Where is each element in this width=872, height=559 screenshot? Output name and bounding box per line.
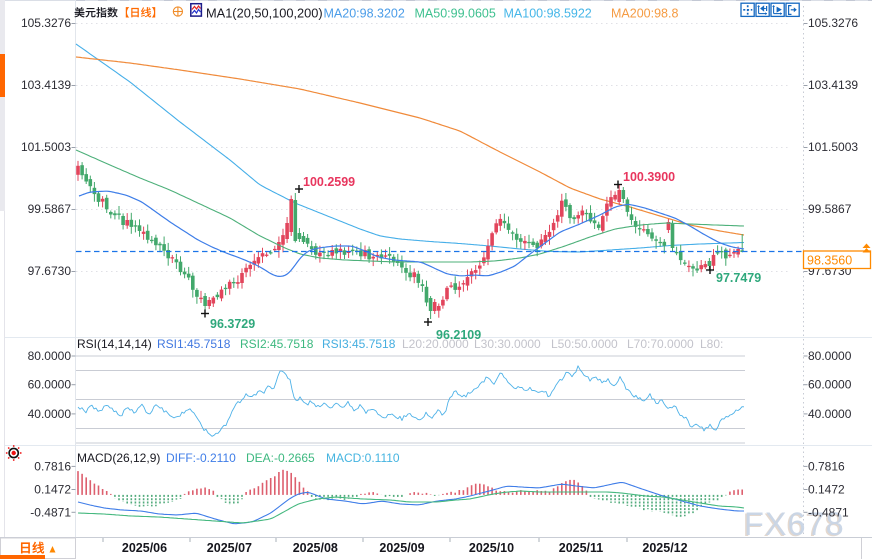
svg-text:2025/06: 2025/06: [122, 541, 167, 555]
svg-text:MA100:98.5922: MA100:98.5922: [504, 7, 592, 21]
svg-text:80.0000: 80.0000: [28, 349, 72, 363]
svg-text:-0.4871: -0.4871: [30, 505, 71, 519]
svg-text:2025/07: 2025/07: [207, 541, 252, 555]
svg-text:100.3900: 100.3900: [623, 170, 675, 184]
svg-text:L80:: L80:: [700, 337, 723, 351]
svg-text:98.3560: 98.3560: [807, 254, 852, 268]
svg-text:L30:30.0000: L30:30.0000: [474, 337, 541, 351]
svg-text:0.7816: 0.7816: [808, 459, 845, 473]
svg-text:103.4139: 103.4139: [808, 78, 858, 92]
svg-text:2025/12: 2025/12: [642, 541, 687, 555]
svg-text:RSI1:45.7518: RSI1:45.7518: [157, 337, 231, 351]
svg-text:MA200:98.8: MA200:98.8: [611, 7, 678, 21]
svg-text:97.7479: 97.7479: [716, 271, 761, 285]
svg-text:2025/10: 2025/10: [469, 541, 514, 555]
svg-text:L70:70.0000: L70:70.0000: [627, 337, 694, 351]
svg-text:FX678: FX678: [744, 506, 845, 542]
svg-text:0.1472: 0.1472: [808, 483, 845, 497]
svg-text:99.5867: 99.5867: [28, 202, 72, 216]
svg-text:0.7816: 0.7816: [34, 459, 71, 473]
svg-text:99.5867: 99.5867: [808, 202, 852, 216]
svg-text:2025/08: 2025/08: [293, 541, 338, 555]
svg-text:96.2109: 96.2109: [436, 328, 481, 342]
svg-text:MA1(20,50,100,200): MA1(20,50,100,200): [206, 6, 323, 21]
svg-text:2025/09: 2025/09: [379, 541, 424, 555]
svg-text:60.0000: 60.0000: [808, 378, 852, 392]
svg-text:103.4139: 103.4139: [21, 78, 71, 92]
svg-text:MACD:0.1110: MACD:0.1110: [326, 451, 400, 465]
svg-text:L20:20.0000: L20:20.0000: [402, 337, 469, 351]
svg-text:DEA:-0.2665: DEA:-0.2665: [246, 451, 315, 465]
svg-text:RSI(14,14,14): RSI(14,14,14): [77, 337, 152, 351]
svg-text:MA20:98.3202: MA20:98.3202: [324, 7, 405, 21]
svg-text:2025/11: 2025/11: [559, 541, 604, 555]
svg-text:RSI3:45.7518: RSI3:45.7518: [322, 337, 396, 351]
svg-text:RSI2:45.7518: RSI2:45.7518: [240, 337, 314, 351]
svg-text:DIFF:-0.2110: DIFF:-0.2110: [166, 451, 236, 465]
svg-text:80.0000: 80.0000: [808, 349, 852, 363]
svg-text:101.5003: 101.5003: [21, 140, 71, 154]
svg-text:100.2599: 100.2599: [303, 175, 355, 189]
svg-text:MACD(26,12,9): MACD(26,12,9): [77, 451, 160, 465]
svg-text:105.3276: 105.3276: [808, 16, 858, 30]
svg-text:-0.4871: -0.4871: [808, 505, 849, 519]
svg-text:105.3276: 105.3276: [21, 16, 71, 30]
svg-text:60.0000: 60.0000: [28, 378, 72, 392]
svg-text:97.6730: 97.6730: [28, 264, 72, 278]
svg-text:40.0000: 40.0000: [28, 407, 72, 421]
svg-text:101.5003: 101.5003: [808, 140, 858, 154]
svg-text:0.1472: 0.1472: [34, 483, 71, 497]
svg-text:L50:50.0000: L50:50.0000: [551, 337, 618, 351]
svg-text:MA50:99.0605: MA50:99.0605: [415, 7, 496, 21]
svg-text:40.0000: 40.0000: [808, 407, 852, 421]
svg-text:96.3729: 96.3729: [210, 317, 255, 331]
